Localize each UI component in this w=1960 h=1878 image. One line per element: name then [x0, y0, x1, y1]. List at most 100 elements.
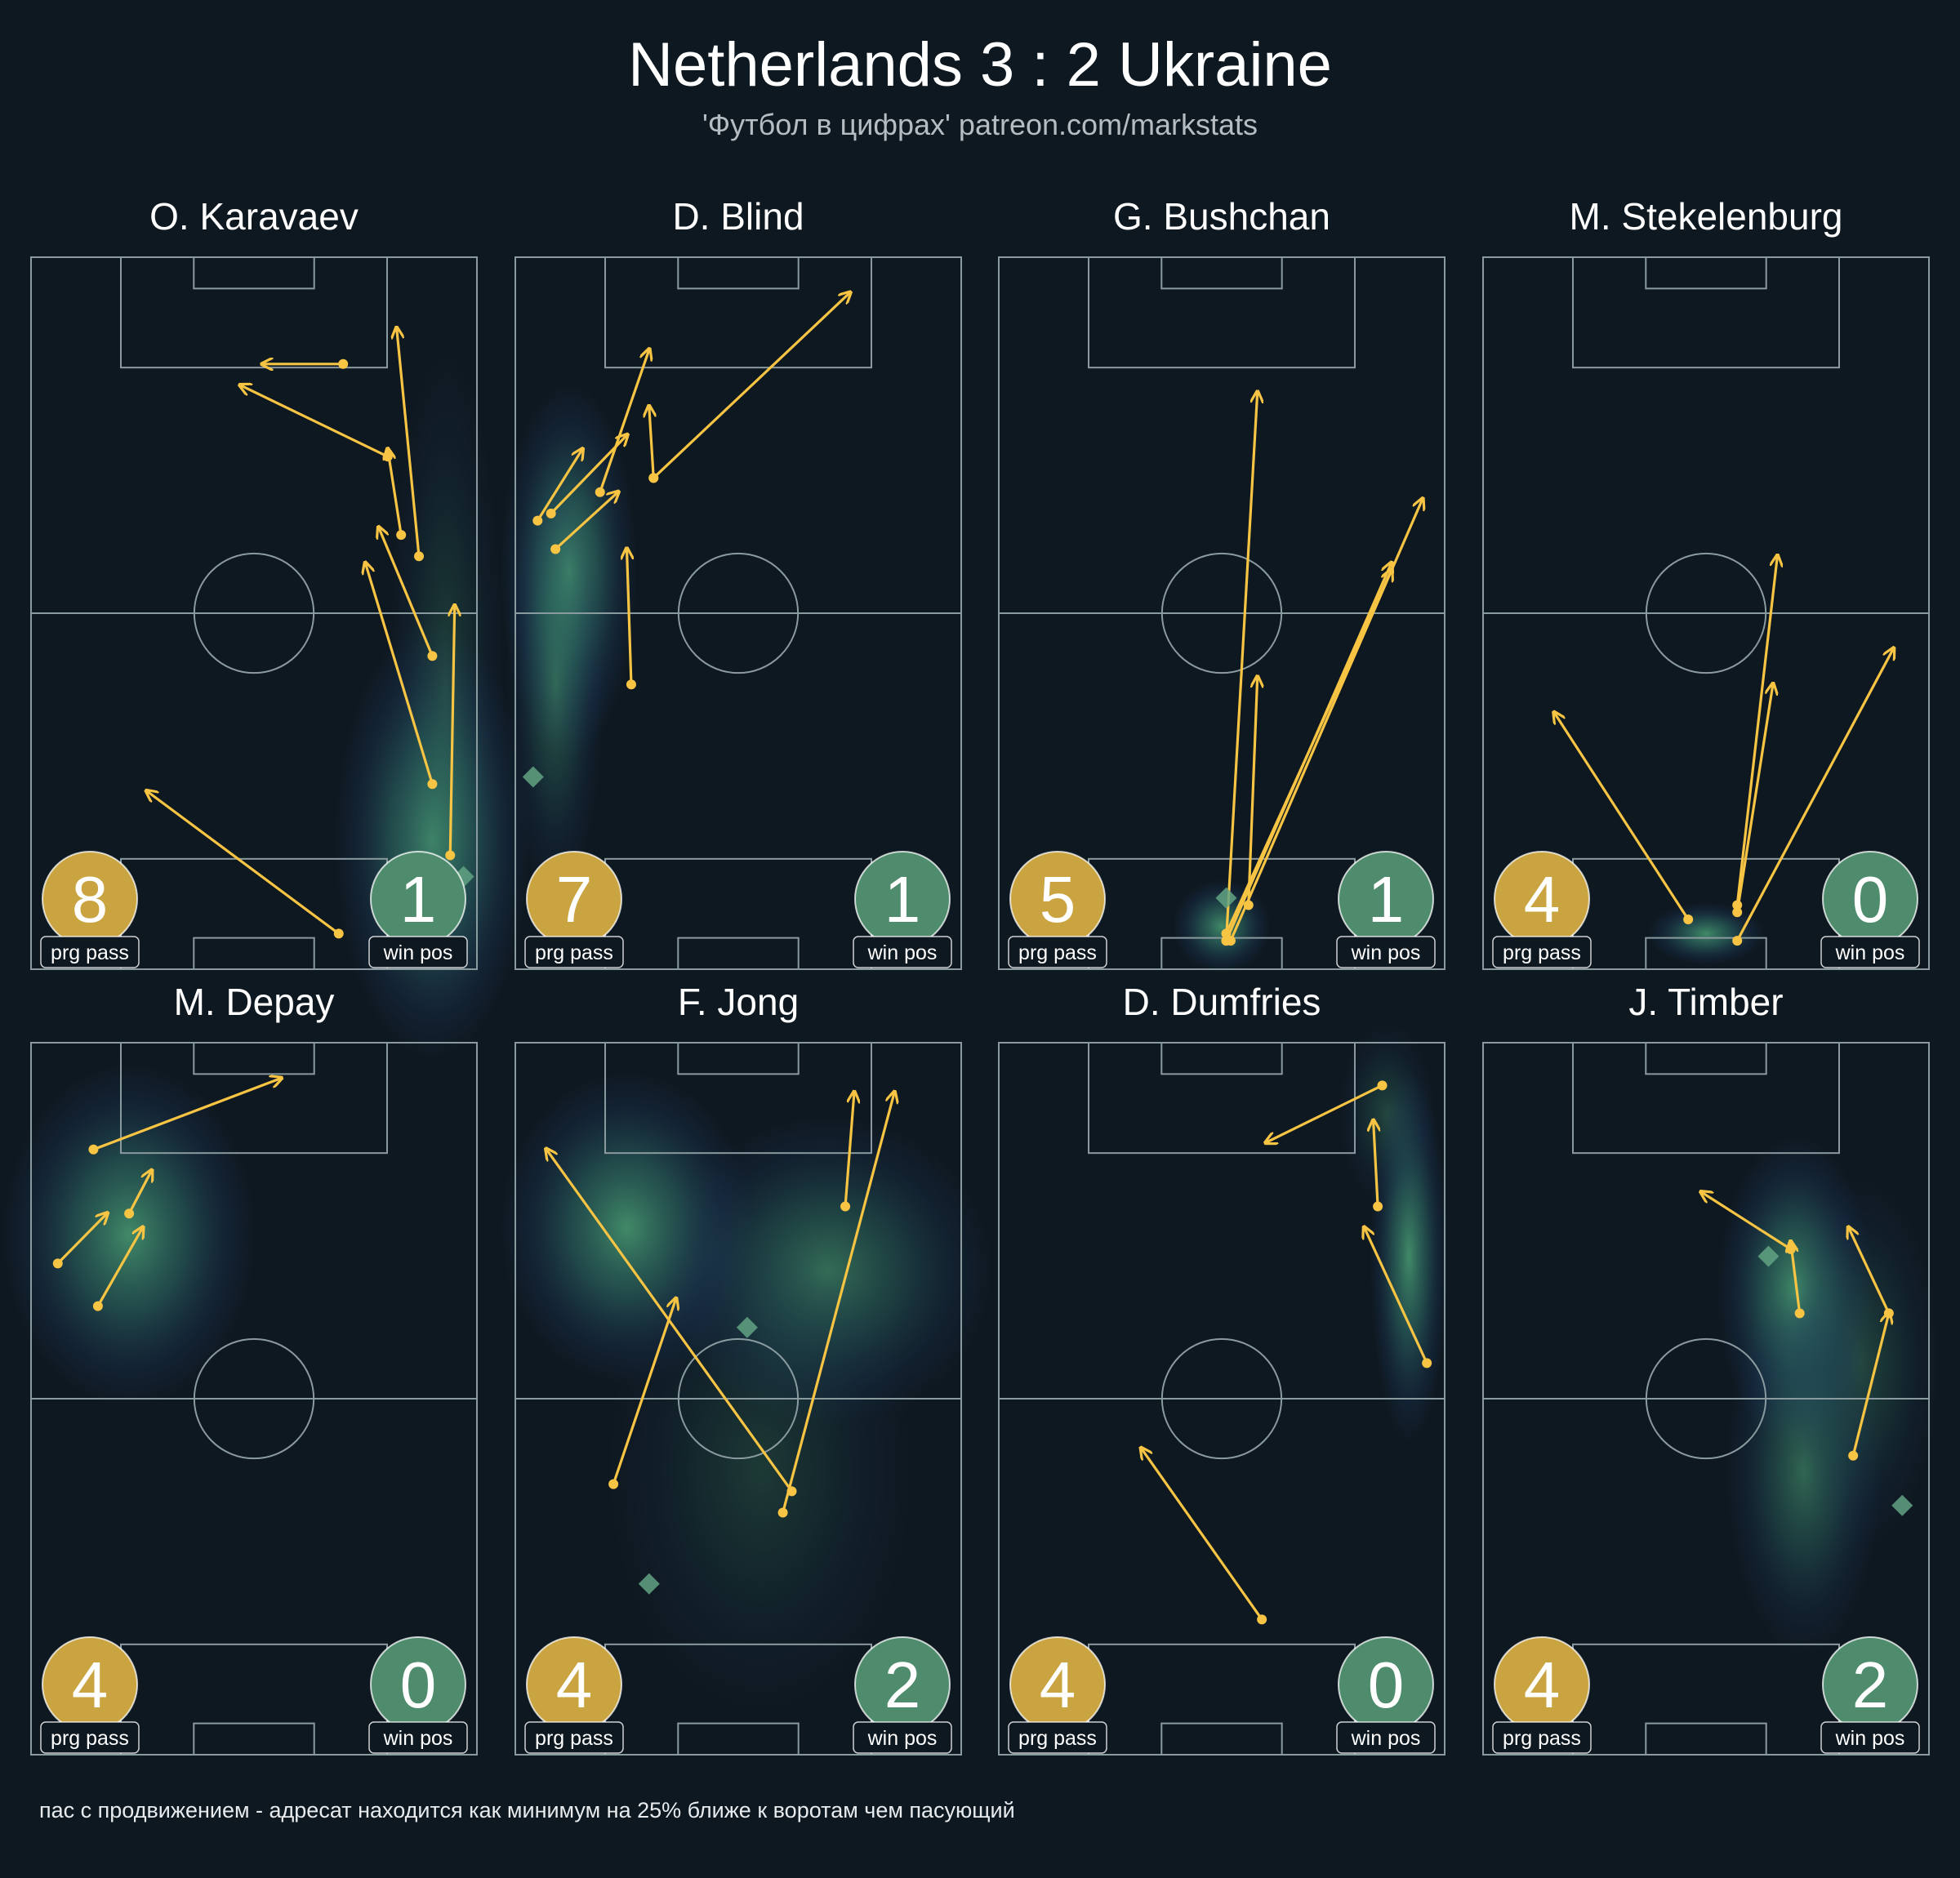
prg-pass-count: 7	[556, 863, 593, 936]
centre-circle	[1160, 1337, 1283, 1460]
pass-arrow	[1702, 1192, 1792, 1251]
pass-arrow	[627, 550, 631, 685]
pitch-panel: D. Dumfries 4 prg pass 0 win pos	[998, 981, 1449, 1756]
pass-arrow	[366, 563, 434, 785]
prg-pass-count: 4	[556, 1649, 593, 1721]
bottom-six-yard-box	[1645, 1722, 1767, 1756]
prg-pass-label: prg pass	[1503, 941, 1581, 964]
centre-circle	[193, 552, 315, 674]
heatmap	[499, 1070, 995, 1721]
top-six-yard-box	[193, 256, 315, 290]
pass-origin	[52, 1258, 63, 1269]
prg-pass-count: 8	[72, 863, 109, 936]
pass-origin	[1732, 936, 1743, 946]
prg-pass-label: prg pass	[535, 941, 613, 964]
win-pos-label-box	[1820, 936, 1920, 968]
centre-circle	[1645, 552, 1767, 674]
pass-arrows	[1142, 1080, 1432, 1625]
pitch-lines	[998, 1042, 1446, 1756]
centre-circle	[1160, 552, 1283, 674]
pass-origin	[1848, 1450, 1859, 1461]
win-pos-count: 1	[400, 863, 437, 936]
pass-arrow	[649, 407, 653, 478]
bottom-penalty-box	[1088, 1643, 1356, 1756]
prg-pass-label: prg pass	[51, 941, 129, 964]
panel-title: D. Blind	[672, 195, 804, 238]
centre-circle	[677, 552, 800, 674]
pass-arrows	[1221, 393, 1422, 946]
pass-origin	[595, 487, 605, 497]
prg-pass-label: prg pass	[1503, 1727, 1581, 1750]
panel-title: J. Timber	[1628, 981, 1783, 1023]
pass-arrow	[450, 606, 454, 856]
top-penalty-box	[1572, 256, 1840, 369]
heatmap	[1337, 1020, 1449, 1444]
win-pos-label-box	[853, 1721, 952, 1754]
win-pos-count: 2	[884, 1649, 921, 1721]
pass-arrow	[1735, 649, 1893, 941]
heat-blob	[1, 1062, 257, 1408]
prg-pass-label-box	[40, 1721, 140, 1754]
heatmap	[500, 382, 638, 904]
prg-pass-badge: 4 prg pass	[1492, 851, 1592, 968]
pass-arrow	[555, 492, 617, 550]
win-pos-label: win pos	[1351, 941, 1421, 964]
prg-pass-label: prg pass	[1018, 1727, 1097, 1750]
win-position-marker	[1757, 1245, 1780, 1267]
top-six-yard-box	[1160, 1042, 1283, 1075]
page-subtitle: 'Футбол в цифрах' patreon.com/markstats	[702, 108, 1258, 141]
pass-origin	[333, 928, 344, 939]
win-position-marker	[1891, 1494, 1913, 1516]
prg-pass-badge: 4 prg pass	[1492, 1636, 1592, 1754]
centre-circle	[1645, 1337, 1767, 1460]
pass-arrow	[1735, 556, 1777, 906]
pass-arrow	[147, 791, 340, 935]
bottom-six-yard-box	[677, 937, 800, 970]
pass-origin	[382, 452, 393, 462]
prg-pass-label: prg pass	[535, 1727, 613, 1750]
top-penalty-box	[120, 256, 388, 369]
prg-pass-badge: 5 prg pass	[1008, 851, 1107, 968]
prg-pass-label-box	[40, 936, 140, 968]
pass-arrow	[782, 1093, 895, 1513]
win-pos-badge: 0 win pos	[368, 1636, 468, 1754]
bottom-six-yard-box	[193, 1722, 315, 1756]
heat-blob	[1646, 902, 1766, 965]
pitch-lines	[30, 256, 478, 970]
win-pos-label-box	[853, 936, 952, 968]
pass-arrow	[397, 328, 421, 557]
top-penalty-box	[604, 256, 872, 369]
pass-arrow	[127, 1171, 151, 1215]
pass-arrow	[1142, 1449, 1263, 1621]
top-six-yard-box	[677, 256, 800, 290]
pass-arrow	[1851, 1313, 1889, 1457]
pass-origin	[550, 544, 561, 554]
win-pos-badge: 2 win pos	[1820, 1636, 1920, 1754]
top-penalty-box	[1088, 1042, 1356, 1155]
pass-origin	[1794, 1308, 1805, 1319]
pass-origin	[532, 515, 543, 526]
panel-title: F. Jong	[678, 981, 799, 1023]
prg-pass-count: 4	[1524, 863, 1561, 936]
pass-arrows	[52, 1079, 281, 1311]
pass-arrow	[844, 1093, 854, 1207]
win-position-marker	[736, 1316, 758, 1338]
win-pos-label-box	[1820, 1721, 1920, 1754]
panel-title: M. Stekelenburg	[1570, 195, 1843, 238]
pass-arrow	[1791, 1242, 1802, 1314]
pass-arrows	[546, 1093, 895, 1518]
win-pos-label: win pos	[867, 1727, 938, 1750]
prg-pass-label-box	[1492, 936, 1592, 968]
win-pos-badge: 1 win pos	[1336, 851, 1436, 968]
prg-pass-badge: 4 prg pass	[524, 1636, 624, 1754]
pass-origin	[338, 358, 349, 369]
prg-pass-label-box	[524, 936, 624, 968]
heatmap	[1, 1062, 257, 1408]
pitch-lines	[30, 1042, 478, 1756]
win-pos-label: win pos	[1351, 1727, 1421, 1750]
pass-origin	[92, 1301, 103, 1311]
prg-pass-label: prg pass	[51, 1727, 129, 1750]
pitch-panel: M. Stekelenburg 4 prg pass 0 win pos	[1482, 195, 1930, 970]
top-six-yard-box	[1160, 256, 1283, 290]
